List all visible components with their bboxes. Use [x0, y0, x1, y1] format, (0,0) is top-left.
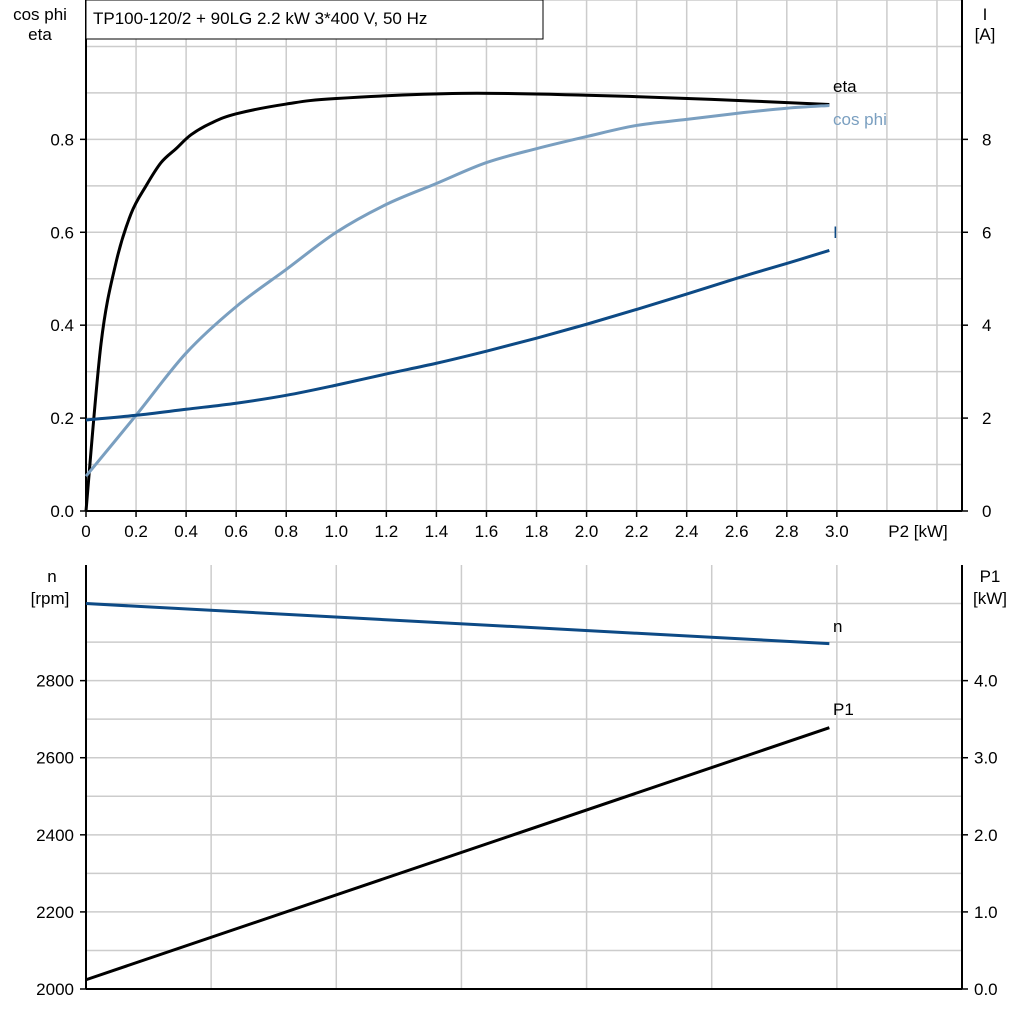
y-right-tick-label: 2 — [982, 409, 991, 428]
series-label-n: n — [833, 617, 842, 636]
x-tick-label: 3.0 — [825, 522, 849, 541]
x-tick-label: 0.6 — [224, 522, 248, 541]
x-tick-label: 2.4 — [675, 522, 699, 541]
y-right-tick-label: 1.0 — [974, 903, 998, 922]
title-box — [85, 0, 544, 40]
bottom-grid — [86, 565, 962, 989]
x-tick-label: 0.2 — [124, 522, 148, 541]
y-right-tick-label: 8 — [982, 130, 991, 149]
x-tick-label: 1.6 — [475, 522, 499, 541]
y-left-tick-label: 2200 — [36, 903, 74, 922]
x-tick-label: 1.0 — [324, 522, 348, 541]
bottom-right-axis-label-1: P1 — [980, 567, 1001, 586]
series-line-P1 — [85, 726, 830, 982]
bottom-left-axis-label-2: [rpm] — [31, 589, 70, 608]
y-right-tick-label: 3.0 — [974, 749, 998, 768]
x-tick-label: 1.4 — [425, 522, 449, 541]
x-tick-label: 1.2 — [375, 522, 399, 541]
x-tick-label: 2.6 — [725, 522, 749, 541]
x-tick-label: 2.8 — [775, 522, 799, 541]
series-lines — [84, 91, 830, 982]
y-left-tick-label: 2600 — [36, 749, 74, 768]
series-line-eta — [84, 91, 830, 512]
y-right-tick-label: 4 — [982, 316, 991, 335]
y-right-tick-label: 0 — [982, 502, 991, 521]
top-left-axis-label-2: eta — [28, 25, 52, 44]
series-line-cos-phi — [84, 103, 830, 478]
series-label-I: I — [833, 223, 838, 242]
series-line-I — [85, 248, 830, 422]
y-right-tick-label: 0.0 — [974, 980, 998, 999]
series-line-n — [85, 602, 830, 646]
bottom-left-axis-label-1: n — [47, 567, 56, 586]
x-tick-label: 0 — [81, 522, 90, 541]
y-left-tick-label: 0.2 — [50, 409, 74, 428]
series-label-cos-phi: cos phi — [833, 110, 887, 129]
y-right-tick-label: 2.0 — [974, 826, 998, 845]
x-tick-label: 2.0 — [575, 522, 599, 541]
y-left-tick-label: 0.8 — [50, 130, 74, 149]
x-axis-label: P2 [kW] — [888, 522, 948, 541]
axes — [80, 0, 968, 990]
chart-title: TP100-120/2 + 90LG 2.2 kW 3*400 V, 50 Hz — [93, 9, 427, 28]
top-grid — [86, 0, 962, 511]
bottom-right-axis-label-2: [kW] — [973, 589, 1007, 608]
series-label-P1: P1 — [833, 700, 854, 719]
series-label-eta: eta — [833, 77, 857, 96]
x-tick-label: 0.4 — [174, 522, 198, 541]
top-right-axis-label-2: [A] — [975, 25, 996, 44]
tick-labels: 0 0.2 0.4 0.6 0.8 1.0 1.2 1.4 1.6 1.8 2.0 2.2 2.4 2.6… — [36, 130, 997, 999]
top-right-axis-label-1: I — [983, 5, 988, 24]
top-left-axis-label-1: cos phi — [13, 5, 67, 24]
y-right-tick-label: 4.0 — [974, 672, 998, 691]
x-tick-label: 0.8 — [274, 522, 298, 541]
y-left-tick-label: 2000 — [36, 980, 74, 999]
y-right-tick-label: 6 — [982, 223, 991, 242]
x-tick-label: 1.8 — [525, 522, 549, 541]
y-left-tick-label: 2800 — [36, 672, 74, 691]
x-tick-label: 2.2 — [625, 522, 649, 541]
y-left-tick-label: 0.0 — [50, 502, 74, 521]
y-left-tick-label: 0.6 — [50, 223, 74, 242]
y-left-tick-label: 2400 — [36, 826, 74, 845]
y-left-tick-label: 0.4 — [50, 316, 74, 335]
